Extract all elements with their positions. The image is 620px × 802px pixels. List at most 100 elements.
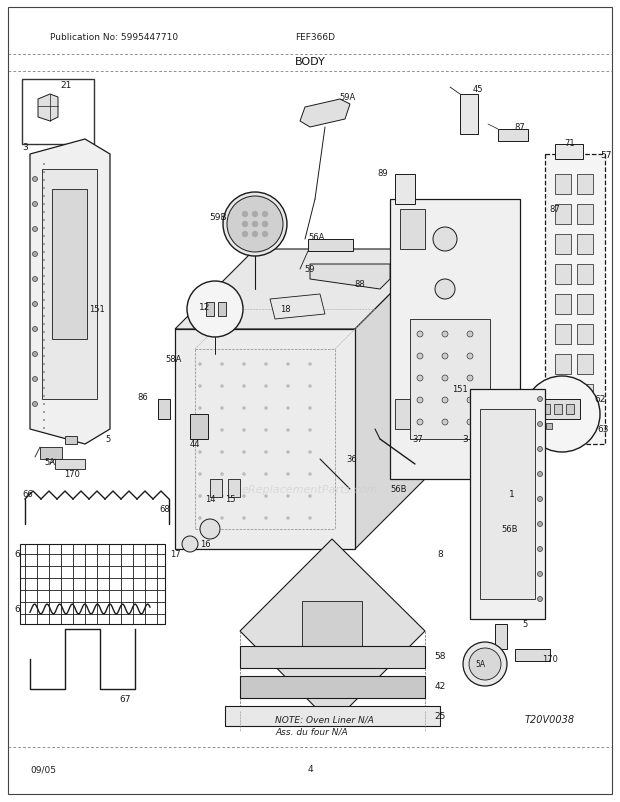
Bar bbox=[555, 265, 571, 285]
Bar bbox=[460, 95, 478, 135]
Circle shape bbox=[43, 204, 45, 205]
Circle shape bbox=[221, 363, 223, 366]
Circle shape bbox=[309, 451, 311, 454]
Bar bbox=[210, 480, 222, 497]
Circle shape bbox=[32, 177, 37, 182]
Polygon shape bbox=[270, 294, 325, 320]
Circle shape bbox=[182, 537, 198, 553]
Circle shape bbox=[43, 395, 45, 397]
Polygon shape bbox=[38, 95, 58, 122]
Circle shape bbox=[43, 308, 45, 310]
Polygon shape bbox=[30, 140, 110, 444]
Circle shape bbox=[43, 372, 45, 374]
Bar bbox=[225, 706, 440, 726]
Text: 36: 36 bbox=[347, 455, 357, 464]
Circle shape bbox=[43, 268, 45, 269]
Circle shape bbox=[43, 172, 45, 173]
Circle shape bbox=[417, 331, 423, 338]
Circle shape bbox=[43, 164, 45, 165]
Circle shape bbox=[467, 419, 473, 426]
Circle shape bbox=[227, 196, 283, 253]
Circle shape bbox=[242, 385, 246, 388]
Bar bbox=[555, 235, 571, 255]
Circle shape bbox=[43, 236, 45, 237]
Circle shape bbox=[43, 260, 45, 261]
Text: 56B: 56B bbox=[390, 485, 407, 494]
Circle shape bbox=[538, 572, 542, 577]
Bar bbox=[545, 155, 605, 444]
Circle shape bbox=[538, 422, 542, 427]
Circle shape bbox=[43, 364, 45, 366]
Bar bbox=[495, 624, 507, 649]
Circle shape bbox=[43, 228, 45, 229]
Text: 66: 66 bbox=[22, 490, 33, 499]
Text: 14: 14 bbox=[205, 495, 215, 504]
Circle shape bbox=[242, 495, 246, 498]
Bar bbox=[65, 436, 77, 444]
Circle shape bbox=[309, 385, 311, 388]
Text: 58: 58 bbox=[434, 652, 446, 661]
Circle shape bbox=[221, 451, 223, 454]
Bar bbox=[577, 205, 593, 225]
Text: 59: 59 bbox=[305, 265, 315, 274]
Text: 58A: 58A bbox=[165, 355, 182, 364]
Bar bbox=[175, 330, 355, 549]
Circle shape bbox=[309, 429, 311, 432]
Circle shape bbox=[538, 547, 542, 552]
Text: 63: 63 bbox=[597, 425, 609, 434]
Text: 37: 37 bbox=[413, 435, 423, 444]
Bar bbox=[240, 676, 425, 698]
Text: 87: 87 bbox=[515, 124, 525, 132]
Circle shape bbox=[43, 332, 45, 334]
Circle shape bbox=[286, 429, 290, 432]
Circle shape bbox=[286, 451, 290, 454]
Bar bbox=[42, 170, 97, 399]
Bar bbox=[555, 294, 571, 314]
Circle shape bbox=[252, 212, 258, 217]
Circle shape bbox=[463, 642, 507, 687]
Circle shape bbox=[242, 516, 246, 520]
Text: T20V0038: T20V0038 bbox=[525, 714, 575, 724]
Circle shape bbox=[467, 398, 473, 403]
Circle shape bbox=[43, 220, 45, 221]
Circle shape bbox=[417, 354, 423, 359]
Bar bbox=[546, 423, 552, 429]
Circle shape bbox=[467, 375, 473, 382]
Bar bbox=[228, 480, 240, 497]
Bar bbox=[577, 325, 593, 345]
Bar bbox=[515, 649, 550, 661]
Text: 170: 170 bbox=[64, 470, 80, 479]
Circle shape bbox=[286, 495, 290, 498]
Bar bbox=[395, 399, 410, 429]
Bar bbox=[240, 646, 425, 668]
Circle shape bbox=[32, 377, 37, 382]
Text: 3: 3 bbox=[463, 435, 468, 444]
Circle shape bbox=[265, 429, 267, 432]
Circle shape bbox=[309, 407, 311, 410]
Bar bbox=[555, 205, 571, 225]
Circle shape bbox=[435, 280, 455, 300]
Bar bbox=[20, 545, 165, 624]
Circle shape bbox=[198, 451, 202, 454]
Bar bbox=[555, 325, 571, 345]
Bar bbox=[540, 399, 580, 419]
Text: 86: 86 bbox=[137, 393, 148, 402]
Circle shape bbox=[221, 429, 223, 432]
Circle shape bbox=[265, 385, 267, 388]
Circle shape bbox=[223, 192, 287, 257]
Circle shape bbox=[265, 516, 267, 520]
Circle shape bbox=[524, 376, 600, 452]
Circle shape bbox=[442, 331, 448, 338]
Bar bbox=[206, 302, 214, 317]
Circle shape bbox=[43, 292, 45, 294]
Circle shape bbox=[309, 473, 311, 476]
Circle shape bbox=[286, 473, 290, 476]
Polygon shape bbox=[300, 100, 350, 128]
Text: 18: 18 bbox=[280, 305, 290, 314]
Circle shape bbox=[242, 407, 246, 410]
Circle shape bbox=[538, 497, 542, 502]
Circle shape bbox=[417, 375, 423, 382]
Text: 44: 44 bbox=[190, 440, 200, 449]
Circle shape bbox=[252, 232, 258, 237]
Circle shape bbox=[442, 375, 448, 382]
